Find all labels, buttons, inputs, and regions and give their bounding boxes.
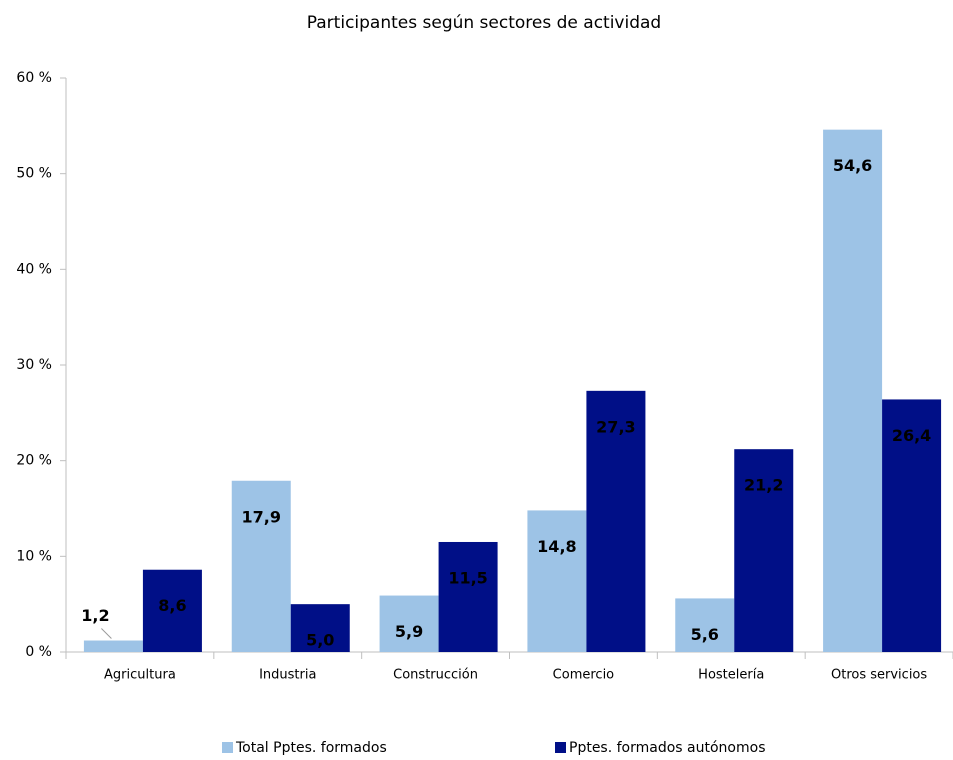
x-tick-label: Industria xyxy=(259,668,316,683)
chart-title: Participantes según sectores de activida… xyxy=(307,13,661,33)
data-label: 11,5 xyxy=(448,568,487,587)
data-label: 21,2 xyxy=(744,476,783,495)
bar xyxy=(379,595,439,652)
data-label: 27,3 xyxy=(596,417,635,436)
bar xyxy=(231,480,291,652)
x-tick-label: Construcción xyxy=(393,668,478,683)
y-tick-label: 20 % xyxy=(16,453,52,469)
leader-line xyxy=(101,628,112,639)
x-tick-label: Comercio xyxy=(553,668,615,683)
bar xyxy=(438,541,498,652)
y-tick-label: 30 % xyxy=(16,357,52,373)
data-label: 1,2 xyxy=(81,606,109,625)
y-tick-label: 50 % xyxy=(16,166,52,182)
data-label: 26,4 xyxy=(892,426,931,445)
bar xyxy=(83,640,143,652)
data-label: 8,6 xyxy=(158,596,186,615)
x-tick-label: Otros servicios xyxy=(831,668,927,683)
legend-label: Pptes. formados autónomos xyxy=(569,740,766,756)
legend-label: Total Pptes. formados xyxy=(235,740,387,756)
data-label: 14,8 xyxy=(537,537,576,556)
data-label: 17,9 xyxy=(242,507,281,526)
bar xyxy=(527,510,587,652)
data-label: 5,9 xyxy=(395,622,423,641)
legend-swatch xyxy=(222,742,233,753)
bar xyxy=(142,569,202,652)
data-label: 5,6 xyxy=(691,625,719,644)
bar xyxy=(586,390,646,652)
y-tick-label: 0 % xyxy=(25,644,52,660)
y-tick-label: 40 % xyxy=(16,261,52,277)
bar xyxy=(290,604,350,652)
data-label: 5,0 xyxy=(306,631,334,650)
y-tick-label: 60 % xyxy=(16,70,52,86)
legend-swatch xyxy=(555,742,566,753)
y-tick-label: 10 % xyxy=(16,548,52,564)
bar xyxy=(734,449,794,652)
x-tick-label: Agricultura xyxy=(104,668,176,683)
data-label: 54,6 xyxy=(833,156,872,175)
bar xyxy=(882,399,942,652)
bar xyxy=(823,129,883,652)
bar xyxy=(675,598,735,652)
x-tick-label: Hostelería xyxy=(698,668,764,683)
